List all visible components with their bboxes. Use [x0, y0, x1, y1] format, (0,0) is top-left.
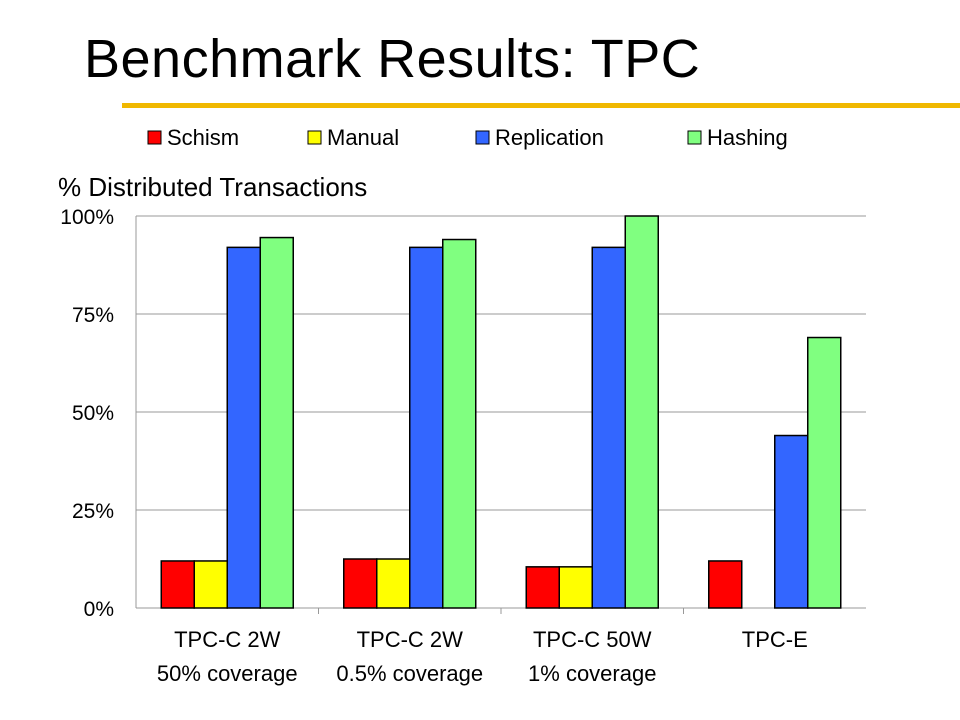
slide-title: Benchmark Results: TPC	[84, 29, 701, 89]
x-tick-label: 0.5% coverage	[336, 661, 483, 686]
legend-swatch-schism	[147, 130, 162, 145]
bar-schism-1	[343, 558, 378, 609]
bar-replication-3	[774, 434, 809, 609]
bar-hashing-3	[807, 336, 842, 609]
chart-legend: Schism Manual Replication Hashing	[147, 125, 788, 150]
title-accent-rule	[122, 103, 960, 108]
x-tick-label: TPC-C 50W	[533, 627, 652, 652]
bar-schism-2	[525, 566, 560, 609]
legend-swatch-manual	[307, 130, 322, 145]
bar-replication-2	[591, 246, 626, 609]
bar-replication-1	[409, 246, 444, 609]
chart-title: % Distributed Transactions	[58, 172, 367, 202]
legend-label-manual: Manual	[327, 125, 399, 150]
legend-swatch-hashing	[687, 130, 702, 145]
bar-hashing-0	[259, 236, 294, 609]
x-axis-ticks: TPC-C 2W 50% coverage TPC-C 2W 0.5% coverag…	[157, 608, 808, 686]
y-axis-ticks: 0% 25% 50% 75% 100%	[60, 206, 114, 621]
bar-hashing-1	[442, 238, 477, 609]
legend-label-schism: Schism	[167, 125, 239, 150]
x-tick-label: TPC-C 2W	[357, 627, 464, 652]
x-tick-label: TPC-E	[742, 627, 808, 652]
y-tick-label: 25%	[72, 500, 114, 523]
y-tick-label: 0%	[84, 598, 114, 621]
y-tick-label: 50%	[72, 402, 114, 425]
bar-replication-0	[226, 246, 261, 609]
x-tick-label: TPC-C 2W	[174, 627, 281, 652]
y-tick-label: 100%	[60, 206, 114, 229]
legend-swatch-replication	[475, 130, 490, 145]
legend-label-replication: Replication	[495, 125, 604, 150]
bar-manual-2	[558, 566, 593, 609]
bar-schism-0	[160, 560, 195, 609]
bar-manual-0	[193, 560, 228, 609]
bar-manual-1	[376, 558, 411, 609]
y-tick-label: 75%	[72, 304, 114, 327]
x-tick-label: 1% coverage	[528, 661, 656, 686]
chart-bars	[160, 215, 842, 609]
bar-hashing-2	[624, 215, 659, 609]
x-tick-label: 50% coverage	[157, 661, 298, 686]
legend-label-hashing: Hashing	[707, 125, 788, 150]
bar-schism-3	[708, 560, 743, 609]
